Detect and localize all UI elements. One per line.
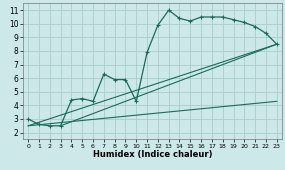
- X-axis label: Humidex (Indice chaleur): Humidex (Indice chaleur): [93, 150, 212, 159]
